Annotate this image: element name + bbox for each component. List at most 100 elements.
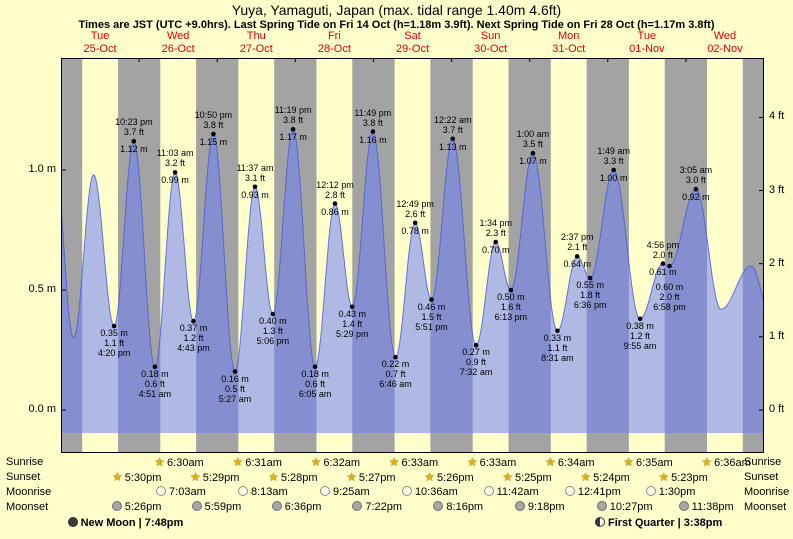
moonset-entry: 9:18pm bbox=[514, 501, 565, 514]
sunset-icon: ★ bbox=[580, 470, 592, 484]
moonrise-time: 1:30pm bbox=[658, 486, 696, 498]
sunset-row-label-right: Sunset bbox=[744, 471, 779, 483]
moonrise-icon bbox=[564, 486, 575, 496]
moonrise-time: 11:42am bbox=[496, 486, 539, 498]
moonrise-row-label-right: Moonrise bbox=[744, 486, 790, 498]
first-quarter-phase-label: First Quarter | 3:38pm bbox=[594, 517, 724, 529]
tide-extreme-dot bbox=[429, 297, 434, 302]
sunrise-time: 6:30am bbox=[167, 457, 204, 469]
tide-extreme-dot bbox=[473, 342, 479, 348]
tide-plot bbox=[61, 58, 764, 453]
sunset-entry: ★ 5:25pm bbox=[502, 471, 551, 485]
tide-extreme-dot bbox=[152, 364, 158, 370]
sunrise-icon: ★ bbox=[545, 455, 556, 469]
page-subtitle: Times are JST (UTC +9.0hrs). Last Spring… bbox=[78, 19, 715, 31]
moonset-time: 8:16pm bbox=[446, 501, 484, 513]
moonset-time: 9:18pm bbox=[527, 501, 565, 513]
sunset-time: 5:30pm bbox=[124, 472, 162, 484]
moonset-entry: 5:59pm bbox=[191, 501, 242, 514]
sunset-entry: ★ 5:28pm bbox=[268, 471, 317, 485]
sunset-entry: ★ 5:24pm bbox=[580, 471, 629, 485]
y-axis-right-label: 1 ft bbox=[769, 329, 785, 342]
sunrise-icon: ★ bbox=[388, 455, 400, 469]
day-label-25-Oct: Tue 25-Oct bbox=[83, 30, 117, 55]
moonset-icon bbox=[191, 501, 202, 511]
moonrise-entry: 8:13am bbox=[237, 486, 288, 499]
moonrise-time: 12:41pm bbox=[577, 486, 621, 498]
moonset-row-label-left: Moonset bbox=[6, 501, 49, 513]
tide-extreme-dot bbox=[211, 131, 216, 137]
tide-extreme-dot bbox=[693, 186, 699, 192]
y-axis-left-label: 1.0 m bbox=[28, 163, 56, 175]
tide-extreme-dot bbox=[393, 354, 398, 360]
tide-extreme-dot bbox=[493, 239, 499, 245]
day-label-30-Oct: Sun 30-Oct bbox=[474, 30, 508, 55]
sunset-icon: ★ bbox=[502, 470, 514, 484]
moonset-time: 6:36pm bbox=[284, 501, 322, 513]
sunset-time: 5:23pm bbox=[671, 472, 708, 484]
sunrise-icon: ★ bbox=[232, 455, 244, 469]
day-label-28-Oct: Fri 28-Oct bbox=[317, 30, 351, 55]
moonrise-time: 7:03am bbox=[169, 486, 206, 498]
sunrise-entry: ★ 6:36am bbox=[701, 456, 750, 470]
sunrise-entry: ★ 6:34am bbox=[545, 456, 594, 470]
moonset-icon bbox=[596, 501, 607, 511]
tide-extreme-dots bbox=[111, 126, 699, 374]
tide-extreme-dot bbox=[530, 150, 536, 156]
page-title: Yuya, Yamaguti, Japan (max. tidal range … bbox=[231, 2, 562, 18]
sunrise-entry: ★ 6:35am bbox=[623, 456, 672, 470]
moonset-time: 11:38pm bbox=[691, 501, 734, 513]
tide-extreme-dot bbox=[252, 184, 258, 190]
tide-extreme-dot bbox=[332, 201, 338, 206]
sunset-icon: ★ bbox=[268, 470, 279, 484]
tide-extreme-dot bbox=[370, 129, 376, 134]
moonrise-entry: 7:03am bbox=[156, 486, 206, 499]
moonset-entry: 7:22pm bbox=[352, 501, 402, 514]
moonset-time: 5:59pm bbox=[204, 501, 242, 513]
tide-extreme-dot bbox=[660, 261, 666, 266]
moonset-entry: 5:26pm bbox=[111, 501, 162, 514]
moonrise-entry: 10:36am bbox=[401, 486, 458, 499]
sunset-icon: ★ bbox=[658, 470, 670, 484]
sunrise-time: 6:31am bbox=[245, 457, 282, 469]
tide-extreme-dot bbox=[232, 369, 238, 374]
day-label-31-Oct: Mon 31-Oct bbox=[552, 30, 586, 55]
moonset-icon bbox=[111, 501, 122, 511]
tide-extreme-dot bbox=[349, 304, 355, 310]
moonset-icon bbox=[352, 501, 363, 511]
sunrise-time: 6:35am bbox=[635, 457, 673, 469]
moonrise-row-label-left: Moonrise bbox=[6, 486, 52, 498]
sunset-time: 5:24pm bbox=[593, 472, 630, 484]
tide-extreme-dot bbox=[637, 316, 643, 322]
sunrise-icon: ★ bbox=[154, 455, 166, 469]
y-axis-right-label: 0 ft bbox=[769, 403, 785, 415]
moonset-entry: 11:38pm bbox=[678, 501, 734, 514]
new-moon-icon bbox=[67, 517, 78, 527]
moonrise-time: 8:13am bbox=[250, 486, 288, 498]
tide-extreme-dot bbox=[667, 263, 672, 269]
y-axis-right-label: 2 ft bbox=[769, 256, 785, 269]
y-axis-left-label: 0.5 m bbox=[28, 283, 56, 295]
sunset-time: 5:25pm bbox=[515, 472, 552, 484]
day-label-02-Nov: Wed 02-Nov bbox=[707, 30, 743, 55]
sunrise-time: 6:32am bbox=[323, 457, 361, 469]
moonrise-entry: 11:42am bbox=[483, 486, 539, 499]
moonset-time: 5:26pm bbox=[124, 501, 162, 513]
moonset-time: 10:27pm bbox=[609, 501, 653, 513]
sunset-entry: ★ 5:29pm bbox=[190, 471, 239, 485]
moonrise-time: 10:36am bbox=[414, 486, 458, 498]
sunrise-icon: ★ bbox=[466, 455, 478, 469]
sunrise-time: 6:34am bbox=[557, 457, 595, 469]
sunset-entry: ★ 5:26pm bbox=[424, 471, 473, 485]
sunrise-icon: ★ bbox=[701, 455, 713, 469]
day-label-27-Oct: Thu 27-Oct bbox=[239, 30, 273, 55]
sunrise-icon: ★ bbox=[310, 455, 322, 469]
moonset-entry: 8:16pm bbox=[433, 501, 483, 514]
sunset-icon: ★ bbox=[346, 470, 357, 484]
moonrise-time: 9:25am bbox=[332, 486, 370, 498]
sunset-time: 5:28pm bbox=[280, 472, 318, 484]
sunset-time: 5:26pm bbox=[436, 472, 474, 484]
moonset-icon bbox=[514, 501, 525, 511]
sunrise-entry: ★ 6:30am bbox=[154, 456, 203, 470]
